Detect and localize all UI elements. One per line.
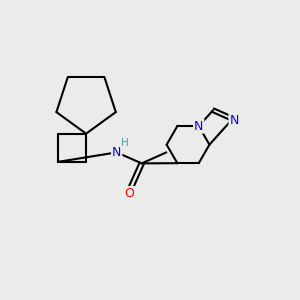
Text: N: N xyxy=(112,146,122,159)
Text: N: N xyxy=(230,114,239,127)
Text: O: O xyxy=(124,187,134,200)
Text: N: N xyxy=(194,120,203,133)
Text: H: H xyxy=(121,138,129,148)
